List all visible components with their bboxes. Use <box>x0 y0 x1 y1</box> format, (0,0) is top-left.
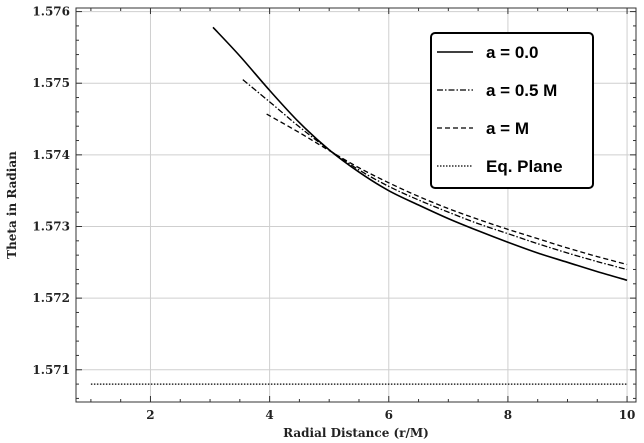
series-line-2 <box>242 79 628 271</box>
legend: a = 0.0 a = 0.5 M a = M Eq. Plane <box>430 32 594 189</box>
axis-ticks <box>76 8 636 402</box>
legend-label: a = M <box>486 119 529 138</box>
tick-labels: 2 4 6 8 10 1.571 1.572 1.573 1.574 1.575 1.576 <box>32 5 635 422</box>
legend-box <box>430 32 594 189</box>
series-line-3 <box>266 113 628 266</box>
x-tick-label: 2 <box>146 408 154 422</box>
y-tick-label: 1.574 <box>32 148 70 162</box>
x-axis-label: Radial Distance (r/M) <box>283 426 429 440</box>
y-tick-label: 1.572 <box>32 291 70 305</box>
x-tick-label: 10 <box>619 408 636 422</box>
legend-label: a = 0.5 M <box>486 81 557 100</box>
series-curves <box>90 26 628 385</box>
series-line-1 <box>212 26 628 281</box>
x-tick-label: 6 <box>385 408 393 422</box>
y-axis-label: Theta in Radian <box>5 151 19 259</box>
y-tick-label: 1.576 <box>32 5 70 19</box>
y-tick-label: 1.571 <box>32 363 70 377</box>
x-tick-label: 4 <box>265 408 273 422</box>
plot-frame <box>75 7 637 403</box>
legend-label: a = 0.0 <box>486 43 538 62</box>
y-tick-label: 1.575 <box>32 76 70 90</box>
y-tick-label: 1.573 <box>32 219 70 233</box>
legend-label: Eq. Plane <box>486 157 563 176</box>
x-tick-label: 8 <box>504 408 512 422</box>
